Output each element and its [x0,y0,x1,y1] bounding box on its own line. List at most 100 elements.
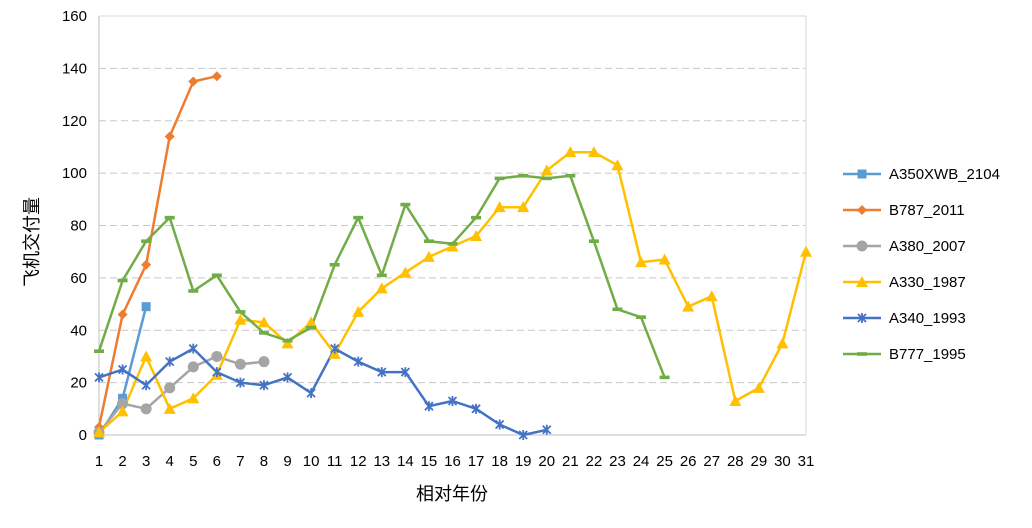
x-tick-label: 4 [166,453,174,470]
data-point [234,313,247,325]
legend-label: B787_2011 [889,202,965,219]
data-point [471,403,481,414]
x-tick-label: 29 [751,453,768,470]
x-tick-label: 11 [327,453,343,470]
data-point [353,356,363,367]
legend-label: A350XWB_2104 [889,166,1000,183]
x-tick-label: 19 [515,453,532,470]
x-tick-label: 16 [444,453,461,470]
data-point [752,381,765,393]
x-tick-label: 6 [213,453,221,470]
data-point [857,352,867,356]
x-tick-label: 7 [236,453,244,470]
x-tick-label: 26 [680,453,697,470]
data-point [211,273,222,278]
x-tick-label: 12 [350,453,367,470]
x-tick-label: 20 [538,453,555,470]
data-point [400,367,411,378]
data-point [212,367,222,378]
y-tick-label: 40 [70,322,87,339]
y-tick-label: 100 [62,165,87,182]
data-point [257,316,270,328]
data-point [705,290,718,302]
data-point [187,392,200,404]
data-point [93,426,105,438]
legend: A350XWB_2104 B787_2011 A380_2007 A330_1987 A… [843,166,1000,363]
data-point [353,215,364,220]
data-point [188,76,199,87]
x-tick-label: 30 [774,453,791,470]
data-point [235,310,246,314]
legend-label: A330_1987 [889,274,966,291]
data-point [164,131,175,142]
data-point [375,282,388,294]
data-point [141,239,152,244]
legend-label: B777_1995 [889,346,966,363]
data-point [447,395,458,406]
legend-label: A380_2007 [889,238,966,255]
x-tick-label: 8 [260,453,268,470]
data-point [517,201,530,213]
data-point [400,202,411,207]
data-point [518,173,529,178]
x-tick-label: 5 [189,453,197,470]
data-point [682,300,695,312]
data-point [140,350,153,362]
data-point [857,313,867,323]
y-tick-label: 140 [62,60,87,77]
data-point [564,146,577,158]
x-axis-title: 相对年份 [416,484,488,505]
data-point [659,375,670,380]
data-point [141,259,152,270]
data-point [211,350,223,362]
y-axis-title: 飞机交付量 [22,197,43,287]
data-point [211,71,222,82]
data-point [399,266,412,278]
data-point [857,169,867,179]
x-tick-label: 25 [656,453,673,470]
x-tick-label: 21 [562,453,579,470]
x-tick-label: 9 [283,453,291,470]
data-point [542,424,552,435]
data-point [611,159,624,171]
data-point [446,240,459,252]
x-tick-label: 23 [609,453,626,470]
data-point [494,176,505,181]
x-tick-label: 24 [633,453,650,470]
data-point [658,253,671,265]
data-point [330,343,340,354]
y-tick-label: 120 [62,113,87,130]
x-tick-label: 27 [703,453,720,470]
data-point [729,394,742,406]
data-point [141,302,151,312]
y-tick-label: 0 [79,427,87,444]
data-point [423,239,434,244]
x-tick-label: 3 [142,453,150,470]
data-point [282,338,293,343]
series-lines [97,74,808,437]
data-point [305,316,318,328]
data-point [187,361,199,373]
data-point [776,337,789,349]
data-point [376,273,387,278]
data-point [612,307,623,312]
data-point [424,401,434,412]
x-tick-label: 14 [397,453,414,470]
x-tick-label: 10 [303,453,320,470]
data-point [116,405,129,417]
data-point [588,239,599,244]
data-point [164,382,176,394]
data-point [94,349,104,353]
x-tick-label: 1 [95,453,103,470]
x-tick-label: 18 [491,453,508,470]
data-point [565,173,576,178]
data-point [635,256,648,268]
data-point [140,403,152,415]
data-point [281,337,294,349]
data-point [494,419,505,430]
data-point [117,364,128,375]
data-point [800,245,812,257]
